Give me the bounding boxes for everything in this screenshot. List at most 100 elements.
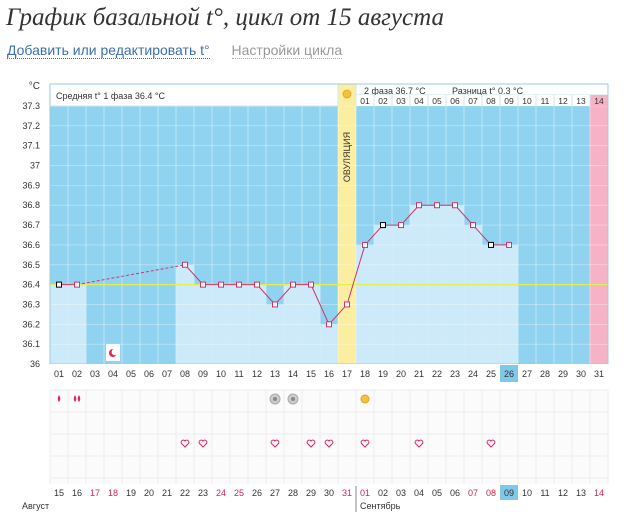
header-links: Добавить или редактировать t° Настройки … [7,42,343,59]
temperature-line-segment [274,284,294,305]
y-tick-label: 36.1 [22,339,40,349]
date-highlight [500,485,518,500]
temperature-point [380,222,386,229]
day-tick-label: 16 [324,369,334,379]
temperature-point [56,281,62,288]
date-tick-label: 11 [540,488,549,498]
temperature-line-segment [184,264,204,285]
cycle-settings-link[interactable]: Настройки цикла [231,42,343,59]
luteal-day-14-column [590,106,608,364]
phase2-day-number: 05 [432,96,442,106]
date-tick-label: 17 [90,488,100,498]
symbols-panel [50,390,608,484]
day-tick-label: 22 [432,369,442,379]
date-tick-label: 01 [360,488,370,498]
date-tick-label: 03 [396,488,406,498]
temperature-point [362,241,368,248]
date-tick-label: 16 [72,488,82,498]
month-label-september: Сентябрь [360,501,401,511]
phase2-day-number: 01 [360,96,370,106]
y-tick-label: 36.9 [22,180,40,190]
phase2-day-14-cell [590,95,608,106]
temperature-point [506,241,512,248]
day-tick-label: 29 [558,369,568,379]
temperature-point [416,202,422,209]
date-tick-label: 20 [144,488,154,498]
date-tick-label: 15 [54,488,64,498]
temperature-line-segment [400,204,420,226]
date-tick-label: 25 [234,488,244,498]
temperature-line-segment [328,304,348,325]
ovulation-label: ОВУЛЯЦИЯ [342,132,352,182]
date-tick-label: 05 [432,488,442,498]
phase2-average-text: 2 фаза 36.7 °C [364,86,426,96]
heart-icon [414,439,424,448]
phase2-day-number: 14 [594,96,604,106]
temperature-line-segment [310,284,330,325]
day-tick-label: 27 [522,369,532,379]
current-day-highlight [500,365,518,382]
day-tick-label: 18 [360,369,370,379]
temperature-point [452,202,458,209]
temperature-point [344,301,350,308]
day-tick-label: 21 [414,369,424,379]
date-tick-label: 24 [216,488,226,498]
day-tick-label: 12 [252,369,262,379]
day-tick-label: 30 [576,369,586,379]
heart-icon [198,439,208,448]
y-tick-label: 36.3 [22,299,40,309]
date-tick-label: 22 [180,488,190,498]
temperature-point [236,281,242,288]
heart-icon [360,439,370,448]
date-tick-label: 21 [162,488,172,498]
y-tick-label: 37.2 [22,121,40,131]
temperature-bar [391,224,411,365]
phase2-day-number: 06 [450,96,460,106]
date-tick-label: 19 [126,488,136,498]
date-tick-label: 12 [558,488,568,498]
temperature-bar [175,264,195,365]
heart-icon [486,439,496,448]
month-label-august: Август [22,501,49,511]
y-tick-label: 37.3 [22,101,40,111]
temperature-line-segment [346,244,366,305]
temperature-point [398,222,404,229]
date-tick-label: 31 [342,488,352,498]
bleeding-drop-icon [73,395,77,402]
date-tick-label: 28 [288,488,298,498]
day-tick-label: 31 [594,369,604,379]
edit-temperature-link[interactable]: Добавить или редактировать t° [7,42,210,59]
y-tick-label: 37 [30,161,40,171]
day-tick-label: 02 [72,369,82,379]
day-tick-label: 28 [540,369,550,379]
temperature-bar [373,224,393,365]
y-tick-label: 36.7 [22,220,40,230]
temperature-point [470,222,476,229]
date-tick-label: 02 [378,488,388,498]
temperature-point [308,281,314,288]
date-tick-label: 09 [504,488,514,498]
heart-icon [270,439,280,448]
heart-icon [306,439,316,448]
day-tick-label: 20 [396,369,406,379]
phase2-day-number: 10 [522,96,532,106]
day-tick-label: 15 [306,369,316,379]
day-tick-label: 01 [54,369,64,379]
phase2-day-number: 07 [468,96,478,106]
phase2-day-number: 09 [504,96,514,106]
phase2-day-number: 08 [486,96,496,106]
day-tick-label: 07 [162,369,172,379]
date-tick-label: 10 [522,488,532,498]
temperature-line-segment [76,264,186,286]
date-tick-label: 06 [450,488,460,498]
gray-circle-icon-center [291,397,295,401]
day-tick-label: 23 [450,369,460,379]
sun-icon [342,89,352,99]
y-tick-label: 36.5 [22,260,40,270]
phase2-day-number: 03 [396,96,406,106]
day-tick-label: 24 [468,369,478,379]
bbt-chart: 37.3 37.2 37.1 37 36.9 36.8 36.7 36.6 36.5 36.4 36… [22,81,609,512]
y-tick-label: 37.1 [22,141,40,151]
temperature-line-segment [472,224,492,246]
date-tick-label: 27 [270,488,280,498]
